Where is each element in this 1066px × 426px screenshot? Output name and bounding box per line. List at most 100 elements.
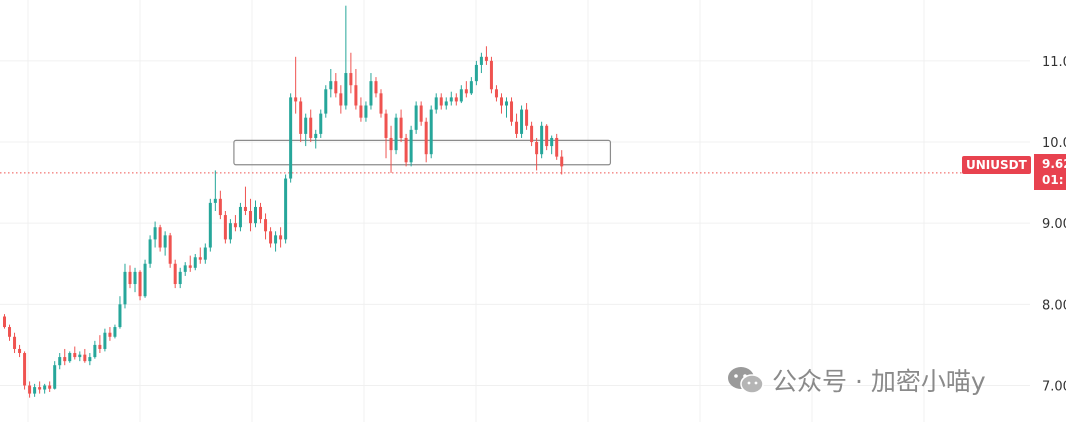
candle (555, 133, 559, 160)
candle (459, 85, 463, 104)
candle-body (550, 137, 554, 147)
candle-body (103, 332, 107, 349)
candle (419, 101, 423, 126)
y-tick-label: 11.0 (1042, 55, 1066, 70)
candle-body (264, 219, 268, 232)
candle (284, 174, 288, 244)
candle (334, 73, 338, 98)
candle-body (53, 365, 57, 389)
candle (243, 186, 247, 216)
candle (153, 221, 157, 248)
candle (479, 52, 483, 74)
candle-body (354, 85, 358, 106)
candle (294, 56, 298, 114)
candle (525, 103, 529, 130)
candle (535, 137, 539, 171)
candle (304, 113, 308, 147)
candle (148, 235, 152, 268)
candle-body (133, 271, 137, 285)
candle-body (339, 93, 343, 106)
candle-body (68, 353, 72, 362)
candle-body (525, 109, 529, 126)
y-tick-label: 9.00 (1042, 217, 1066, 232)
candle (399, 109, 403, 143)
y-tick-label: 10.0 (1042, 136, 1066, 151)
candle (264, 213, 268, 240)
candle-body (218, 198, 222, 216)
candle (505, 97, 508, 118)
candle-body (540, 125, 544, 155)
candle (474, 60, 478, 86)
candle-body (464, 89, 468, 94)
last-price-badge: 9.62 01: (1034, 154, 1066, 190)
candle (28, 381, 32, 398)
candle (409, 125, 413, 167)
candle (540, 121, 544, 159)
candle-body (188, 265, 192, 268)
candle-body (148, 239, 152, 264)
wechat-icon (728, 367, 764, 394)
candle (103, 328, 107, 352)
candle-body (163, 235, 167, 248)
candle-body (424, 121, 428, 155)
resistance-zone (233, 139, 612, 166)
candle-body (83, 354, 87, 362)
candle-body (515, 121, 519, 134)
candle (68, 351, 72, 363)
candle-body (158, 227, 162, 248)
candle (499, 93, 503, 114)
candle-body (274, 235, 278, 244)
candle (449, 91, 453, 106)
candle (213, 170, 217, 211)
candle-body (545, 125, 549, 147)
candle-body (505, 101, 508, 106)
candle (329, 68, 333, 98)
candle (8, 324, 12, 341)
candle-body (113, 327, 117, 337)
candle (48, 381, 52, 392)
candle (133, 267, 137, 293)
candle-body (18, 348, 22, 354)
candle (520, 105, 524, 138)
candle (484, 46, 488, 65)
candle-body (153, 227, 157, 240)
candle-body (128, 271, 132, 285)
candle (439, 93, 443, 110)
candle (259, 202, 263, 224)
candle-body (535, 142, 539, 155)
price-axis[interactable]: 11.0 10.0 9.00 8.00 7.00 (1042, 55, 1066, 395)
candle-body (63, 357, 67, 362)
candle-body (560, 156, 564, 167)
candle-body (173, 263, 177, 285)
candle (43, 383, 47, 394)
candle-body (98, 344, 102, 349)
candle (3, 314, 6, 329)
candle (163, 231, 167, 256)
candle (158, 224, 162, 252)
candle-body (223, 215, 227, 240)
candle (414, 101, 418, 134)
candle (73, 346, 77, 360)
candle-body (143, 263, 147, 297)
candle (93, 340, 97, 359)
candle-body (168, 235, 172, 264)
candle (344, 5, 348, 110)
candle (178, 267, 182, 289)
candle-body (269, 231, 273, 244)
candle (560, 150, 564, 175)
candle (233, 215, 237, 232)
candle (13, 332, 17, 354)
candle (98, 335, 102, 354)
candle-body (489, 60, 493, 90)
candle (38, 381, 42, 394)
candle-body (93, 344, 97, 358)
candle-body (439, 97, 443, 106)
candle-body (324, 89, 328, 114)
candle (349, 52, 353, 94)
resistance-box (233, 139, 612, 166)
candle (23, 351, 27, 390)
candle-body (530, 125, 534, 143)
